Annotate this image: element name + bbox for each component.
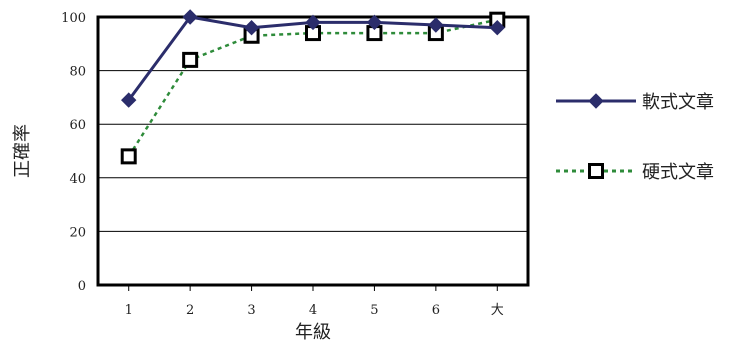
data-point — [120, 148, 137, 165]
y-axis-ticks: 0 20 40 60 80 100 — [61, 11, 86, 294]
grid-lines — [98, 70, 528, 232]
y-tick-label: 80 — [69, 65, 86, 80]
y-tick-label: 40 — [69, 172, 86, 187]
legend-swatch-marker — [588, 163, 604, 179]
legend-item: 軟式文章 — [556, 92, 714, 113]
data-point — [366, 14, 383, 31]
data-point — [489, 20, 505, 36]
x-tick-label: 大 — [491, 303, 504, 318]
legend-label: 硬式文章 — [642, 162, 714, 183]
x-tick-label: 6 — [432, 303, 440, 318]
y-tick-label: 100 — [61, 11, 86, 26]
y-tick-label: 20 — [69, 225, 86, 240]
data-point — [243, 20, 260, 36]
x-axis-title: 年級 — [295, 322, 331, 343]
plot-frame — [96, 15, 530, 287]
series-1 — [121, 9, 505, 108]
x-axis-ticks: 1 2 3 4 5 6 大 — [125, 285, 504, 318]
x-tick-label: 1 — [125, 303, 133, 318]
x-tick-label: 5 — [370, 303, 378, 318]
x-tick-label: 4 — [309, 303, 317, 318]
legend-item: 硬式文章 — [556, 162, 714, 183]
data-point — [121, 92, 137, 108]
data-point — [305, 14, 321, 31]
series-2 — [120, 11, 506, 165]
data-point — [428, 17, 444, 33]
x-tick-label: 3 — [247, 303, 255, 318]
data-point — [182, 9, 198, 25]
legend-label: 軟式文章 — [642, 92, 714, 113]
data-point — [182, 51, 199, 68]
y-axis-title: 正確率 — [12, 124, 33, 178]
series-layer — [120, 9, 506, 165]
x-tick-label: 2 — [186, 303, 194, 318]
y-tick-label: 60 — [69, 118, 86, 133]
legend-swatch-marker — [588, 93, 604, 109]
y-tick-label: 0 — [78, 279, 86, 294]
